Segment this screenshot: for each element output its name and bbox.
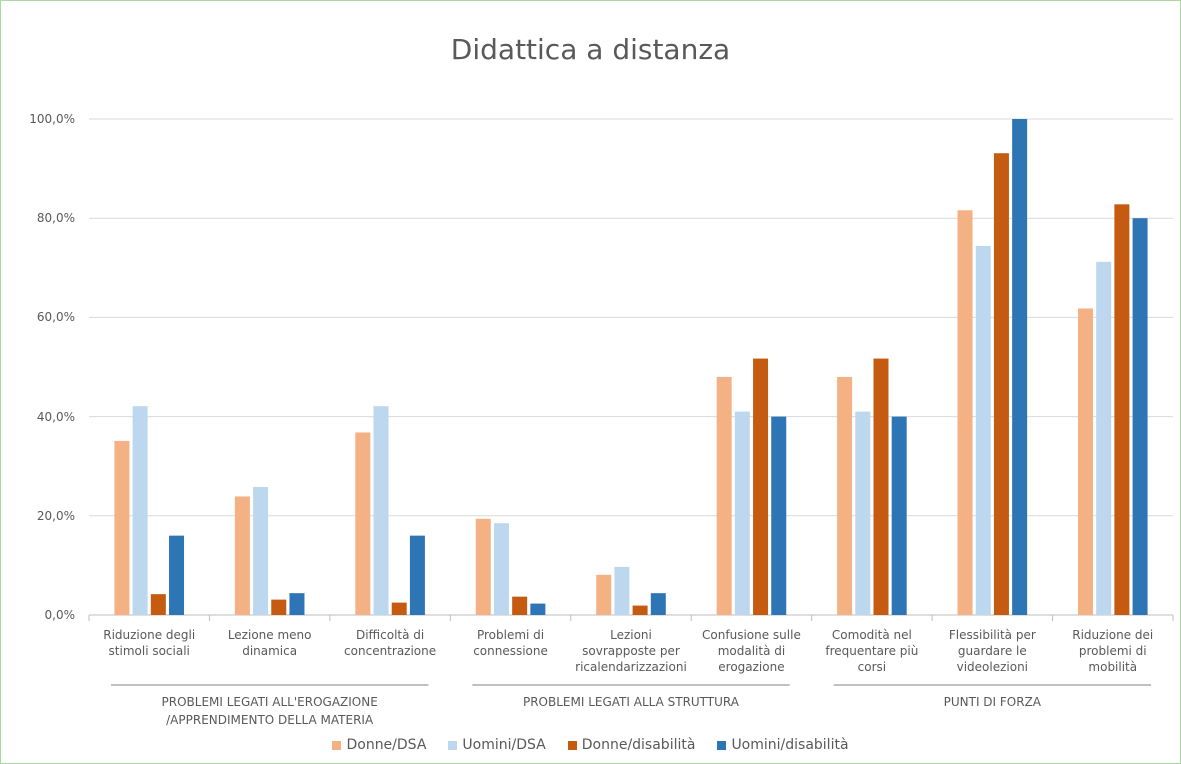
bar [132, 406, 148, 615]
bar [1012, 119, 1028, 615]
legend: Donne/DSA Uomini/DSA Donne/disabilità Uomin… [1, 737, 1180, 753]
bar [234, 496, 250, 615]
legend-item: Donne/disabilità [567, 737, 696, 753]
legend-swatch [567, 740, 577, 750]
legend-label: Uomini/disabilità [731, 737, 849, 753]
bar [993, 153, 1009, 615]
bar [289, 593, 305, 615]
bar [873, 358, 889, 615]
bar [753, 358, 769, 615]
bar [855, 411, 871, 615]
legend-label: Uomini/DSA [462, 737, 546, 753]
bar [957, 210, 973, 615]
legend-label: Donne/disabilità [581, 737, 696, 753]
y-tick-label: 80,0% [36, 211, 75, 226]
bar [1096, 261, 1112, 615]
x-tick-label: Riduzione degli stimoli sociali [103, 628, 196, 658]
bar [271, 599, 287, 615]
bar [512, 596, 528, 615]
legend-item: Uomini/DSA [448, 737, 546, 753]
bar [632, 605, 648, 615]
y-tick-label: 20,0% [36, 508, 75, 523]
group-label: PROBLEMI LEGATI ALLA STRUTTURA [522, 695, 739, 709]
bar [150, 594, 166, 615]
x-tick-label: Flessibilità per guardare le videolezion… [948, 628, 1036, 674]
y-tick-label: 60,0% [36, 310, 75, 325]
y-tick-label: 100,0% [29, 112, 75, 126]
bar [1114, 204, 1130, 615]
bar [1132, 218, 1148, 615]
legend-swatch [332, 740, 342, 750]
bar [475, 518, 491, 615]
x-tick-label: Lezione meno dinamica [227, 628, 312, 658]
bar [596, 574, 612, 615]
legend-swatch [448, 740, 458, 750]
bar [355, 432, 371, 615]
x-tick-label: Problemi di connessione [473, 628, 548, 658]
legend-label: Donne/DSA [346, 737, 427, 753]
bar [650, 593, 666, 615]
bar [716, 376, 732, 615]
bar [373, 406, 389, 615]
bar [530, 603, 546, 615]
bar [771, 416, 787, 615]
legend-item: Donne/DSA [332, 737, 426, 753]
group-label: PUNTI DI FORZA [943, 695, 1042, 709]
bar [409, 535, 425, 615]
bar [734, 411, 750, 615]
bar [114, 440, 130, 615]
chart-title: Didattica a distanza [450, 33, 731, 66]
y-tick-label: 0,0% [44, 608, 76, 622]
bar [891, 416, 907, 615]
bar [391, 602, 407, 615]
bar [169, 535, 185, 615]
bar [253, 487, 269, 615]
x-tick-label: Confusione sulle modalità di erogazione [702, 628, 801, 674]
x-tick-label: Riduzione dei problemi di mobilità [1072, 628, 1154, 674]
y-tick-label: 40,0% [36, 409, 75, 424]
x-tick-label: Comodità nel frequentare più corsi [825, 628, 919, 674]
legend-swatch [717, 740, 727, 750]
bar [1077, 308, 1093, 615]
bar [493, 523, 509, 615]
bar [975, 245, 991, 615]
group-label: PROBLEMI LEGATI ALL'EROGAZIONE /APPRENDI… [161, 695, 378, 727]
x-tick-label: Lezioni sovrapposte per ricalendarizzazi… [575, 628, 687, 674]
legend-item: Uomini/disabilità [717, 737, 849, 753]
x-tick-label: Difficoltà di concentrazione [344, 628, 437, 658]
bar [614, 566, 630, 615]
bar [837, 376, 853, 615]
